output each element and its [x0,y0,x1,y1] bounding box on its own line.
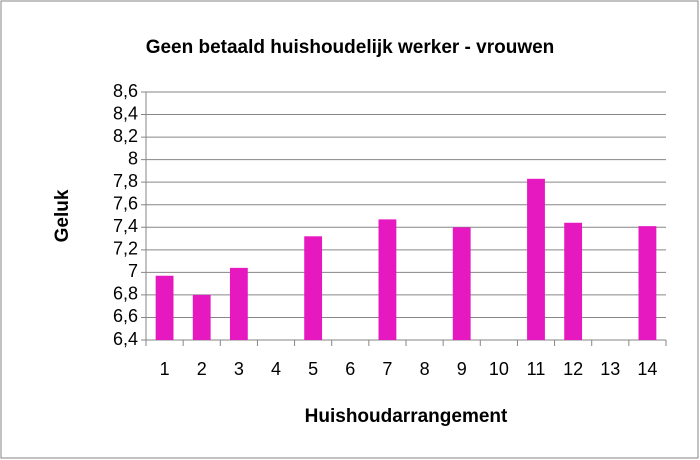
y-tick-label: 8,2 [113,126,138,146]
x-tick-label: 11 [527,359,546,379]
x-tick-label: 9 [457,359,467,379]
x-tick-label: 7 [382,359,392,379]
x-tick-label: 6 [345,359,355,379]
y-tick-label: 8,4 [113,103,138,123]
y-tick-label: 6,6 [113,306,138,326]
x-tick-label: 4 [271,359,281,379]
bar [452,227,471,340]
y-tick-label: 7,6 [113,193,138,213]
y-tick-label: 8 [128,148,138,168]
y-tick-label: 7,4 [113,216,138,236]
y-tick-label: 8,6 [113,81,138,101]
chart-title: Geen betaald huishoudelijk werker - vrou… [146,37,555,58]
x-tick-label: 10 [489,359,509,379]
x-tick-label: 2 [197,359,207,379]
x-tick-label: 14 [637,359,657,379]
x-axis-label: Huishoudarrangement [305,406,508,427]
x-tick-label: 1 [160,359,170,379]
bar [638,226,657,340]
y-tick-label: 7,2 [113,239,138,259]
x-tick-label: 3 [234,359,244,379]
x-tick-label: 8 [420,359,430,379]
x-tick-label: 5 [308,359,318,379]
y-tick-label: 6,4 [113,329,138,349]
y-axis-label: Geluk [52,189,73,242]
bar [192,294,211,340]
bar [527,178,545,340]
y-tick-label: 6,8 [113,284,138,304]
bar [155,275,174,340]
x-tick-label: 12 [563,359,583,379]
x-tick-label: 13 [600,359,620,379]
bar [304,236,323,340]
y-tick-label: 7,8 [113,171,138,191]
bar [564,222,583,340]
bar [229,267,248,340]
y-tick-label: 7 [128,261,138,281]
bar [378,219,397,340]
